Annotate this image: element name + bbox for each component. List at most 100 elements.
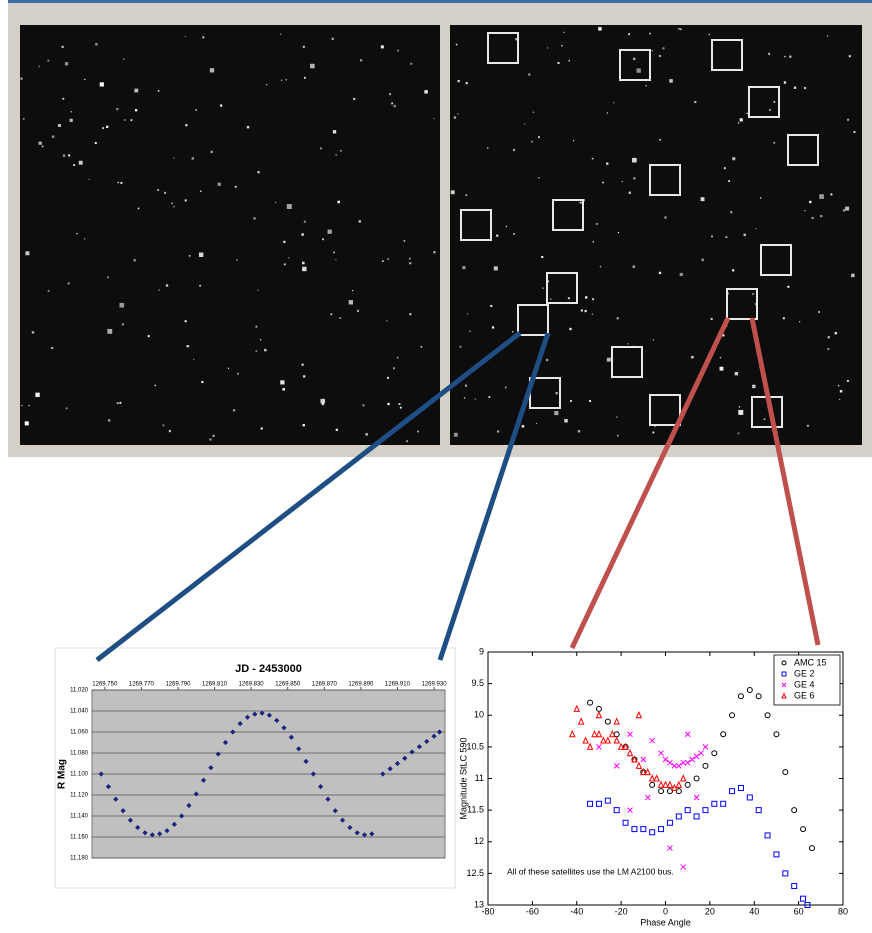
star [320, 147, 322, 149]
star [328, 230, 332, 234]
star [199, 285, 201, 287]
star [108, 419, 110, 421]
star [387, 377, 389, 379]
star [404, 240, 406, 242]
star [400, 407, 402, 409]
star [362, 404, 364, 406]
star [417, 431, 419, 433]
star [475, 399, 476, 400]
star [398, 403, 400, 405]
star [282, 388, 284, 390]
star [804, 87, 806, 89]
star [303, 375, 305, 377]
star [505, 387, 507, 389]
x-axis-label: JD - 2453000 [235, 663, 302, 675]
star [568, 297, 570, 299]
star [701, 197, 705, 201]
star [747, 113, 748, 114]
y-tick-label: 11.020 [70, 688, 89, 694]
star [773, 142, 775, 144]
star [102, 127, 104, 129]
star [410, 63, 412, 65]
star [538, 177, 539, 178]
star [732, 157, 735, 160]
star [333, 130, 336, 133]
star [709, 34, 710, 35]
star [561, 45, 562, 46]
star [235, 186, 237, 188]
star [233, 409, 235, 411]
star [847, 380, 849, 382]
y-axis-label: Magnitude StLC 590 [458, 737, 468, 819]
star [387, 403, 389, 405]
star [322, 238, 324, 240]
star [303, 424, 305, 426]
star [353, 98, 355, 100]
y-tick-label: 11.120 [70, 793, 89, 799]
star [578, 430, 580, 432]
star [63, 154, 65, 156]
star [818, 311, 820, 313]
y-tick-label: 11.100 [70, 772, 89, 778]
star [433, 118, 434, 119]
star [134, 89, 138, 93]
star [76, 233, 77, 234]
star [787, 286, 789, 288]
star [38, 66, 39, 67]
star [701, 259, 703, 261]
star [65, 62, 68, 65]
star [202, 36, 204, 38]
star [48, 290, 50, 292]
composite-figure: 11.02011.04011.06011.08011.10011.12011.1… [0, 0, 872, 933]
star [606, 163, 608, 165]
star [187, 345, 189, 347]
star [25, 251, 29, 255]
y-tick-label: 11.5 [467, 805, 484, 815]
star [607, 112, 608, 113]
star [828, 336, 830, 338]
star [827, 36, 828, 37]
star [200, 191, 201, 192]
star [835, 332, 837, 334]
star [636, 68, 640, 72]
star [193, 359, 194, 360]
star [409, 262, 411, 264]
star [397, 357, 398, 358]
star [522, 425, 524, 427]
star [488, 396, 490, 398]
star [645, 85, 647, 87]
star [322, 403, 324, 405]
star [585, 310, 587, 312]
star [738, 122, 739, 123]
star [406, 440, 408, 442]
star [820, 215, 822, 217]
star [158, 289, 159, 290]
star [764, 418, 766, 420]
star [513, 149, 515, 151]
star [255, 326, 257, 328]
star [320, 399, 325, 404]
page: {"chart_data": [ {"type": "scatter", "xl… [0, 0, 872, 933]
star [158, 90, 160, 92]
star [335, 154, 336, 155]
star [490, 305, 492, 307]
star [585, 296, 587, 298]
star [333, 252, 334, 253]
star [711, 318, 713, 320]
star [458, 80, 460, 82]
y-tick-label: 10.5 [466, 741, 484, 751]
star [84, 238, 85, 239]
star [189, 255, 191, 257]
star [381, 45, 384, 48]
star [281, 80, 282, 81]
star [550, 298, 551, 299]
star [117, 402, 119, 404]
x-tick-label: -40 [570, 906, 583, 916]
star [185, 199, 187, 201]
star [557, 62, 559, 64]
star [365, 433, 367, 435]
star [524, 124, 525, 125]
star [464, 397, 465, 398]
star [213, 435, 215, 437]
star [756, 228, 757, 229]
